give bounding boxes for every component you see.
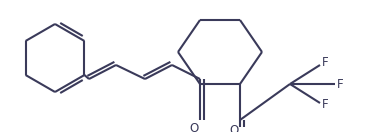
Text: F: F: [322, 56, 328, 70]
Text: O: O: [189, 121, 199, 132]
Text: F: F: [322, 98, 328, 112]
Text: O: O: [230, 124, 239, 132]
Text: F: F: [337, 77, 344, 91]
